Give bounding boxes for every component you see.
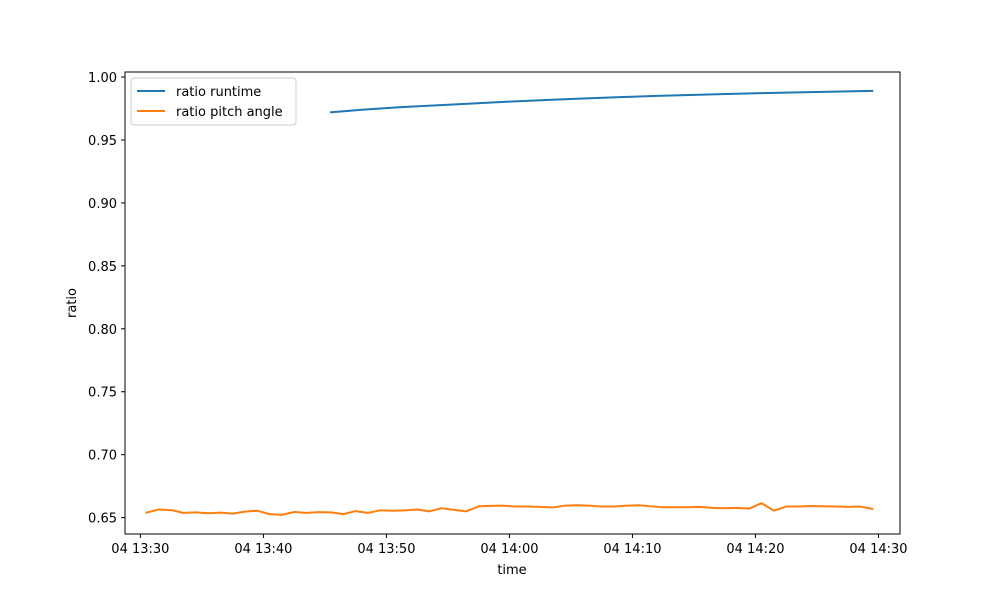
- y-tick-label: 0.90: [88, 197, 117, 212]
- legend-label-ratio-pitch-angle: ratio pitch angle: [176, 105, 283, 120]
- legend-box: [130, 77, 297, 126]
- y-axis: 0.65 0.70 0.75 0.80 0.85 0.90 0.95 1.00: [88, 71, 125, 527]
- x-tick-label: 04 14:20: [726, 542, 784, 557]
- series-line-ratio-pitch-angle: [145, 502, 874, 516]
- y-tick-label: 0.80: [88, 323, 117, 338]
- series-layer: [145, 89, 874, 516]
- y-tick-label: 0.85: [88, 260, 117, 275]
- y-tick-label: 0.65: [88, 512, 117, 527]
- x-tick-label: 04 13:50: [357, 542, 415, 557]
- y-tick-label: 1.00: [88, 71, 117, 86]
- x-tick-label: 04 13:40: [234, 542, 292, 557]
- plot-area: [125, 72, 900, 534]
- x-tick-label: 04 14:30: [849, 542, 907, 557]
- x-axis: 04 13:30 04 13:40 04 13:50 04 14:00 04 14:10…: [111, 534, 908, 557]
- y-tick-label: 0.70: [88, 449, 117, 464]
- series-line-ratio-runtime: [329, 89, 874, 114]
- legend-label-ratio-runtime: ratio runtime: [176, 85, 261, 100]
- y-tick-label: 0.75: [88, 386, 117, 401]
- plot-frame: [124, 71, 901, 535]
- y-axis-label: ratio: [65, 288, 80, 318]
- x-axis-label: time: [497, 563, 526, 578]
- x-tick-label: 04 14:00: [480, 542, 538, 557]
- legend: ratio runtime ratio pitch angle: [130, 77, 297, 126]
- x-tick-label: 04 14:10: [603, 542, 661, 557]
- x-tick-label: 04 13:30: [111, 542, 169, 557]
- y-tick-label: 0.95: [88, 134, 117, 149]
